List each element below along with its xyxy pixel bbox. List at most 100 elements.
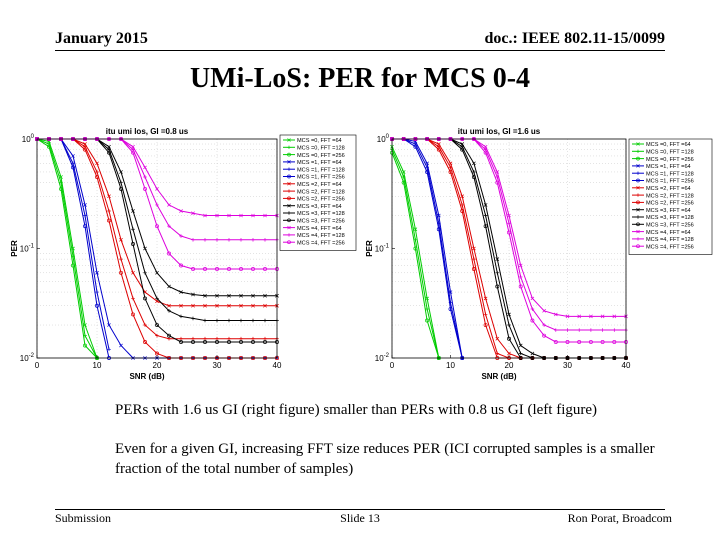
data-point bbox=[436, 142, 441, 146]
data-point bbox=[263, 293, 267, 298]
data-point bbox=[436, 227, 441, 232]
footer-submission: Submission bbox=[55, 511, 112, 525]
data-point bbox=[263, 267, 267, 271]
data-point bbox=[251, 340, 255, 344]
data-point bbox=[119, 180, 123, 185]
data-point bbox=[215, 336, 219, 341]
legend-marker bbox=[636, 156, 640, 161]
legend-label: MCS =1, FFT =256 bbox=[297, 175, 345, 181]
legend-marker bbox=[287, 167, 291, 171]
data-point bbox=[107, 347, 111, 352]
data-point bbox=[95, 161, 99, 166]
data-point bbox=[239, 238, 243, 242]
data-point bbox=[143, 246, 147, 251]
legend-label: MCS =0, FFT =128 bbox=[646, 150, 694, 156]
y-tick-label: 100 bbox=[377, 134, 390, 144]
legend-marker bbox=[636, 207, 640, 212]
data-point bbox=[239, 303, 243, 308]
chart-title: itu umi los, GI =1.6 us bbox=[458, 127, 541, 136]
data-point bbox=[203, 293, 207, 298]
legend-label: MCS =2, FFT =64 bbox=[646, 186, 691, 192]
data-point bbox=[425, 170, 430, 174]
data-point bbox=[460, 194, 465, 199]
data-point bbox=[131, 312, 135, 317]
data-point bbox=[448, 161, 453, 166]
header-date: January 2015 bbox=[55, 30, 148, 47]
data-point bbox=[495, 284, 500, 289]
legend-marker bbox=[636, 193, 640, 197]
data-point bbox=[472, 246, 476, 251]
data-point bbox=[565, 340, 570, 344]
series-line bbox=[391, 152, 440, 359]
legend-label: MCS =2, FFT =128 bbox=[297, 189, 345, 195]
legend-label: MCS =0, FFT =128 bbox=[297, 146, 345, 152]
data-point bbox=[143, 165, 147, 170]
legend-marker bbox=[287, 174, 291, 179]
data-point bbox=[251, 318, 255, 323]
data-point bbox=[239, 340, 243, 344]
data-point bbox=[131, 150, 135, 155]
data-point bbox=[215, 303, 219, 308]
data-point bbox=[95, 303, 99, 308]
data-point bbox=[554, 328, 558, 332]
data-point bbox=[167, 308, 171, 313]
data-point bbox=[530, 296, 535, 301]
x-tick-label: 20 bbox=[505, 361, 514, 370]
data-point bbox=[191, 267, 195, 271]
data-point bbox=[413, 246, 418, 251]
legend-label: MCS =0, FFT =64 bbox=[297, 138, 342, 144]
legend-marker bbox=[636, 149, 640, 153]
legend-marker bbox=[636, 215, 640, 219]
data-point bbox=[59, 180, 63, 185]
data-point bbox=[215, 318, 219, 323]
legend-marker bbox=[287, 196, 291, 201]
data-point bbox=[471, 267, 476, 271]
data-point bbox=[472, 161, 476, 166]
data-point bbox=[589, 328, 593, 332]
data-point bbox=[460, 203, 464, 207]
data-point bbox=[215, 293, 219, 298]
data-point bbox=[251, 213, 255, 218]
legend-label: MCS =1, FFT =128 bbox=[646, 171, 694, 177]
data-point bbox=[239, 213, 243, 218]
legend-label: MCS =3, FFT =128 bbox=[646, 215, 694, 221]
data-point bbox=[436, 147, 441, 152]
data-point bbox=[95, 290, 99, 294]
x-tick-label: 40 bbox=[273, 361, 282, 370]
data-point bbox=[83, 203, 87, 207]
data-point bbox=[71, 154, 75, 158]
data-point bbox=[131, 209, 135, 213]
data-point bbox=[460, 209, 465, 213]
data-point bbox=[179, 336, 183, 341]
data-point bbox=[612, 314, 617, 319]
data-point bbox=[518, 263, 523, 268]
data-point bbox=[612, 328, 617, 332]
data-point bbox=[471, 175, 476, 179]
data-point bbox=[239, 318, 243, 323]
data-point bbox=[600, 340, 605, 344]
x-tick-label: 10 bbox=[446, 361, 455, 370]
data-point bbox=[167, 203, 171, 207]
data-point bbox=[518, 284, 523, 289]
data-point bbox=[155, 296, 159, 301]
data-point bbox=[483, 203, 488, 207]
data-point bbox=[483, 213, 488, 218]
data-point bbox=[47, 144, 51, 149]
data-point bbox=[227, 267, 231, 271]
data-point bbox=[143, 323, 147, 327]
x-tick-label: 30 bbox=[213, 361, 222, 370]
data-point bbox=[448, 170, 453, 174]
data-point bbox=[483, 296, 488, 301]
series-line bbox=[36, 138, 98, 359]
legend-label: MCS =2, FFT =128 bbox=[646, 193, 694, 199]
legend-marker bbox=[287, 152, 291, 157]
data-point bbox=[425, 307, 429, 311]
data-point bbox=[227, 213, 231, 218]
header-divider bbox=[55, 50, 665, 51]
data-point bbox=[577, 340, 582, 344]
y-tick-label: 100 bbox=[22, 134, 35, 144]
legend-marker bbox=[287, 203, 291, 208]
data-point bbox=[71, 263, 75, 268]
data-point bbox=[107, 209, 111, 213]
